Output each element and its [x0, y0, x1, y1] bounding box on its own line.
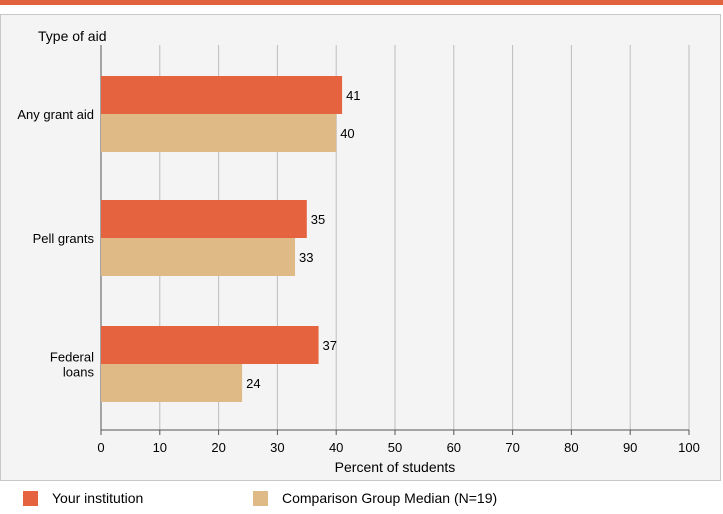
bar-your-institution-2: [101, 326, 319, 364]
category-label-2-1: loans: [63, 365, 95, 380]
category-label-1-0: Pell grants: [33, 231, 95, 246]
legend-item-comparison: Comparison Group Median (N=19): [253, 490, 497, 506]
legend-swatch-comparison: [253, 490, 268, 506]
x-tick-label-30: 30: [270, 440, 284, 455]
bar-comparison-1: [101, 238, 296, 276]
data-label-comparison-0: 40: [340, 126, 354, 141]
data-label-your-institution-2: 37: [323, 338, 337, 353]
bar-comparison-2: [101, 364, 243, 402]
legend: Your institution Comparison Group Median…: [0, 481, 723, 514]
x-tick-label-0: 0: [97, 440, 104, 455]
bar-chart: Type of aid 41 40 35 33 37 24 0 10 20 30 40 50 60 70…: [17, 28, 700, 475]
bar-your-institution-1: [101, 200, 307, 238]
data-label-comparison-2: 24: [246, 376, 260, 391]
category-label-2-0: Federal: [50, 350, 94, 365]
legend-label-comparison: Comparison Group Median (N=19): [282, 490, 498, 506]
x-tick-label-20: 20: [211, 440, 225, 455]
top-accent-rule: [0, 0, 723, 5]
chart-title: Type of aid: [38, 28, 107, 44]
data-label-comparison-1: 33: [299, 250, 313, 265]
x-axis-ticks: 0 10 20 30 40 50 60 70 80 90 100: [97, 430, 700, 455]
x-tick-label-40: 40: [329, 440, 343, 455]
x-tick-label-90: 90: [623, 440, 637, 455]
x-tick-label-10: 10: [153, 440, 167, 455]
legend-item-your-institution: Your institution: [23, 490, 143, 506]
data-label-your-institution-0: 41: [346, 88, 360, 103]
x-tick-label-50: 50: [388, 440, 402, 455]
x-tick-label-70: 70: [505, 440, 519, 455]
data-label-your-institution-1: 35: [311, 212, 325, 227]
x-tick-label-60: 60: [447, 440, 461, 455]
bar-comparison-0: [101, 114, 337, 152]
bar-your-institution-0: [101, 76, 343, 114]
x-tick-label-80: 80: [564, 440, 578, 455]
x-tick-label-100: 100: [678, 440, 700, 455]
legend-label-your-institution: Your institution: [52, 490, 144, 506]
category-label-0-0: Any grant aid: [17, 107, 94, 122]
bars: 41 40 35 33 37 24: [101, 76, 361, 402]
legend-swatch-your-institution: [23, 490, 38, 506]
x-axis-title: Percent of students: [335, 459, 456, 475]
